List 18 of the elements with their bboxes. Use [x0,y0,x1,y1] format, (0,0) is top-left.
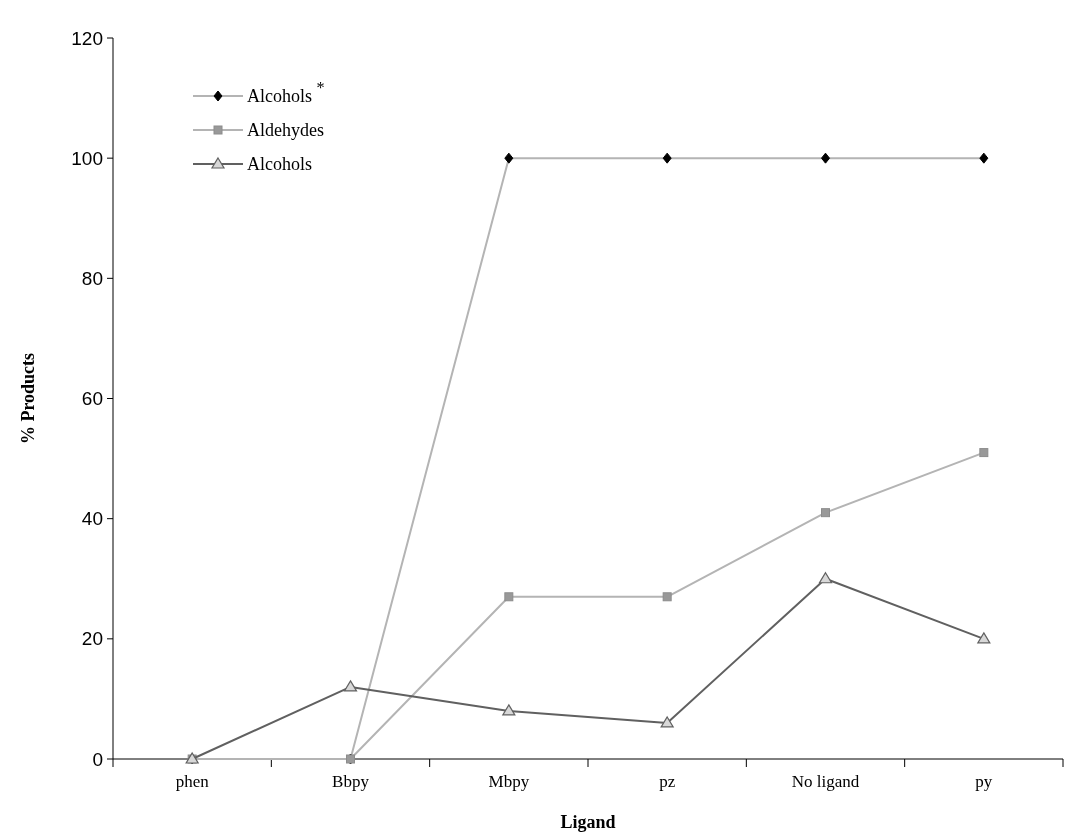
legend-label: Alcohols [247,154,312,175]
y-tick-label: 40 [81,508,103,530]
x-tick-label: Bbpy [332,772,370,791]
legend-label: Aldehydes [247,120,324,141]
y-tick-label: 120 [71,27,103,49]
x-tick-label: No ligand [791,772,860,791]
y-tick-label: 100 [71,147,103,169]
legend-label: Alcohols $^{*}$ [247,79,325,107]
y-axis-title: % Products [18,352,38,445]
y-tick-label: 0 [92,748,103,770]
x-tick-label: py [975,772,993,791]
x-tick-label: phen [175,772,210,791]
y-tick-label: 20 [81,628,103,650]
x-tick-label: pz [659,772,676,791]
x-tick-label: Mbpy [488,772,530,791]
y-tick-label: 60 [81,388,103,410]
y-tick-label: 80 [81,267,103,289]
x-axis-title: Ligand [560,812,616,832]
